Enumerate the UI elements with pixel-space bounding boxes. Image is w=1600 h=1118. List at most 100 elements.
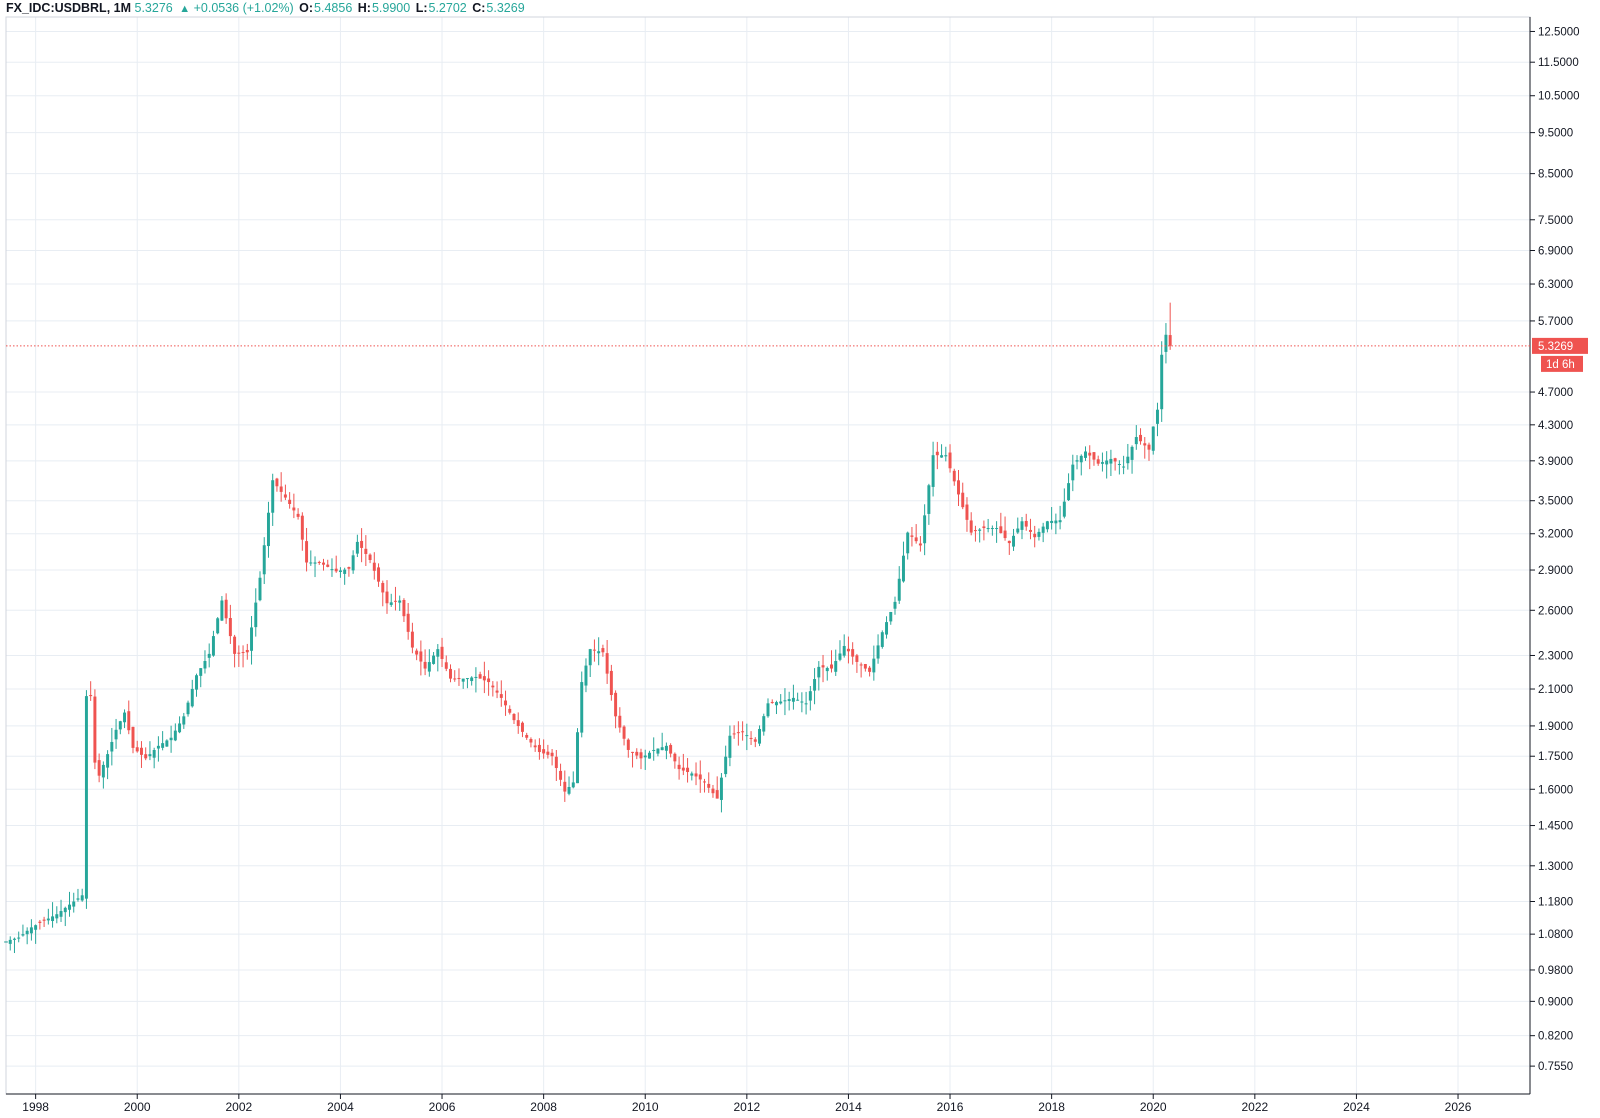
candle-body [1075, 460, 1079, 462]
candle-body [305, 541, 309, 563]
candle-body [1096, 459, 1100, 464]
candle-body [1151, 426, 1155, 451]
candle-body [207, 653, 211, 658]
candle-body [821, 665, 825, 668]
candle-body [1105, 460, 1109, 465]
candle-body [647, 752, 651, 759]
candle-body [554, 756, 558, 769]
candle-body [753, 739, 757, 742]
candle-body [326, 564, 330, 567]
candle-body [643, 755, 647, 758]
candle-body [118, 721, 122, 730]
open-value: 5.4856 [314, 1, 353, 15]
candle-body [982, 526, 986, 529]
candle-body [1054, 520, 1058, 524]
candle-body [398, 600, 402, 603]
candle-body [148, 754, 152, 757]
candle-body [59, 911, 63, 917]
y-tick-label: 0.9000 [1538, 996, 1573, 1008]
candle-body [152, 750, 156, 758]
candle-body [1139, 434, 1143, 442]
candle-body [491, 685, 495, 688]
candle-body [385, 591, 389, 604]
candle-body [842, 645, 846, 656]
candle-body [1168, 335, 1172, 346]
candle-body [436, 649, 440, 657]
candle-body [106, 754, 110, 768]
candle-body [364, 548, 368, 554]
candle-body [622, 726, 626, 739]
candle-body [258, 577, 262, 601]
y-tick-label: 6.9000 [1538, 246, 1573, 258]
candle-body [631, 751, 635, 753]
candle-body [25, 930, 29, 935]
candle-body [288, 499, 292, 504]
candle-body [360, 540, 364, 548]
candle-body [1143, 443, 1147, 446]
candle-body [885, 622, 889, 635]
candle-body [813, 679, 817, 691]
candle-body [830, 664, 833, 669]
candle-body [72, 901, 76, 907]
candle-body [681, 767, 685, 771]
candle-body [741, 731, 745, 733]
candle-body [855, 655, 859, 662]
candle-body [110, 741, 114, 752]
candle-body [957, 480, 960, 495]
candle-body [393, 600, 397, 602]
y-tick-label: 1.6000 [1538, 784, 1573, 796]
candle-body [876, 645, 880, 659]
candle-body [427, 662, 431, 672]
candle-body [322, 562, 325, 565]
candle-body [93, 696, 97, 763]
candle-body [186, 702, 190, 715]
candle-body [1122, 466, 1126, 468]
candle-body [808, 691, 812, 701]
candle-body [161, 743, 165, 748]
candle-body [686, 767, 690, 773]
candle-body [173, 730, 177, 741]
candle-body [897, 578, 901, 601]
candle-body [415, 650, 419, 655]
candle-body [377, 567, 381, 582]
candle-body [245, 649, 249, 653]
candle-body [1020, 521, 1024, 530]
y-tick-label: 1.0800 [1538, 929, 1573, 941]
candle-body [1071, 464, 1075, 481]
candle-body [770, 701, 774, 703]
candle-body [859, 664, 863, 666]
candle-body [89, 695, 93, 697]
candle-body [470, 677, 474, 682]
candle-body [948, 452, 952, 469]
y-tick-label: 2.6000 [1538, 605, 1573, 617]
candle-body [76, 898, 80, 900]
candle-body [1012, 535, 1016, 547]
candle-body [465, 678, 469, 680]
candle-body [1160, 354, 1164, 410]
candle-body [923, 515, 927, 544]
high-label: H: [357, 1, 371, 15]
candle-body [495, 690, 499, 693]
candle-body [80, 895, 84, 901]
candle-body [482, 676, 486, 681]
candle-body [660, 747, 664, 751]
candle-body [944, 455, 948, 457]
candle-body [571, 782, 575, 788]
y-tick-label: 9.5000 [1538, 128, 1573, 140]
candle-body [1041, 526, 1045, 533]
candle-body [880, 632, 884, 647]
candle-body [728, 735, 732, 758]
candle-body [745, 735, 749, 737]
candle-body [931, 455, 935, 487]
candle-body [423, 661, 427, 669]
candle-body [1084, 451, 1087, 458]
candle-body [313, 562, 317, 564]
candle-body [567, 786, 571, 794]
candle-body [732, 733, 736, 735]
candles [4, 302, 1172, 954]
grid [6, 17, 1530, 1094]
candle-body [1109, 458, 1113, 464]
candle-body [1100, 462, 1104, 464]
candle-body [516, 720, 520, 727]
